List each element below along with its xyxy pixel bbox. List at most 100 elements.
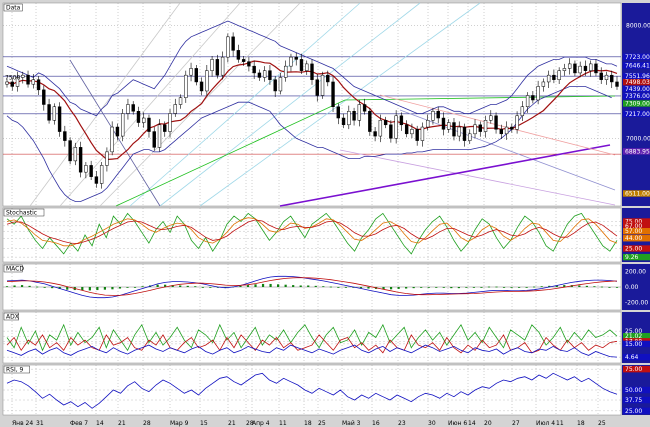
macd-histogram-bar [81, 287, 84, 291]
candle-body [142, 117, 146, 123]
axis-label: 67.00 [625, 223, 642, 230]
candle-body [63, 131, 67, 141]
macd-histogram-bar [58, 287, 61, 289]
macd-histogram-bar [367, 287, 370, 289]
macd-histogram-bar [201, 287, 204, 288]
macd-histogram-bar [66, 287, 69, 290]
candle-body [57, 106, 62, 132]
macd-histogram-bar [412, 287, 415, 289]
date-label: 20 [484, 420, 492, 427]
candle-body [226, 36, 230, 58]
macd-histogram-bar [141, 286, 144, 288]
trend-line [399, 109, 616, 191]
candle-body [515, 115, 519, 130]
trend-line [344, 95, 616, 101]
candle-body [247, 61, 251, 67]
trend-line [339, 149, 616, 206]
macd-histogram-bar [277, 284, 280, 287]
macd-histogram-bar [472, 287, 476, 288]
date-label: 14 [96, 420, 104, 427]
axis-label: 6883.95 [625, 148, 650, 155]
candle-body [262, 70, 267, 78]
candle-body [399, 115, 404, 126]
candle-body [36, 79, 41, 91]
axis-label-box [623, 283, 650, 291]
trend-line [115, 99, 346, 207]
axis-label: -200.00 [625, 299, 648, 306]
candle-body [73, 147, 78, 162]
candle-body [115, 126, 120, 137]
macd-histogram-bar [292, 285, 295, 287]
axis-label-box [623, 148, 650, 155]
candle-body [578, 65, 582, 74]
y-tick-box [623, 22, 650, 29]
candle-body [462, 126, 467, 141]
date-label: 25 [598, 420, 606, 427]
macd-histogram-bar [5, 286, 9, 288]
panel-title: ADX [6, 314, 19, 321]
macd-histogram-bar [533, 286, 536, 288]
axis-label-box [623, 268, 650, 275]
axis-label: 21.02 [625, 333, 642, 340]
date-label: 16 [372, 420, 380, 427]
candle-body [136, 111, 141, 123]
date-label: Май 3 [342, 420, 361, 427]
candle-body [583, 65, 588, 71]
series-line-adx [6, 323, 618, 352]
series-line-stoch [6, 212, 618, 255]
axis-label-box [623, 299, 650, 306]
bollinger-lower-line [6, 86, 612, 202]
candle-body [126, 104, 130, 114]
candle-body [368, 111, 372, 132]
candle-body [552, 74, 556, 80]
macd-histogram-bar [156, 284, 159, 287]
date-label: 21 [228, 420, 236, 427]
candle-body [257, 72, 262, 78]
macd-histogram-bar [111, 287, 114, 290]
macd-histogram-bar [51, 287, 54, 289]
candle-body [615, 81, 619, 87]
trend-line [199, 2, 481, 207]
macd-histogram-bar [194, 286, 197, 288]
date-label: Фев 7 [70, 420, 88, 427]
candle-body [84, 165, 88, 173]
candle-body [163, 124, 167, 132]
candle-body [436, 111, 440, 119]
candle-body [489, 115, 493, 121]
macd-histogram-bar [103, 287, 107, 290]
date-label: Июн 6 [448, 420, 467, 427]
axis-label-box [623, 222, 650, 230]
candle-body [120, 113, 125, 137]
macd-histogram-bar [382, 287, 385, 290]
candle-body [562, 68, 567, 71]
date-axis [0, 416, 650, 427]
date-label: 18 [304, 420, 312, 427]
candle-body [210, 59, 214, 71]
candle-body [410, 129, 414, 135]
candle-body [199, 81, 204, 92]
candle-body [220, 56, 225, 76]
candle-body [610, 74, 614, 83]
candle-body [447, 122, 451, 130]
axis-label: 75.00 [625, 366, 642, 373]
date-label: 14 [468, 420, 476, 427]
axis-label-box [623, 235, 650, 242]
candle-body [347, 111, 351, 126]
candle-body [168, 113, 172, 132]
macd-histogram-bar [608, 287, 611, 288]
date-label: 18 [577, 420, 585, 427]
candle-body [599, 72, 603, 80]
axis-label-box [623, 365, 650, 373]
axis-label-box [623, 253, 650, 261]
axis-label: 9.26 [625, 254, 639, 261]
macd-histogram-bar [548, 285, 551, 287]
axis-label: 50.00 [625, 387, 642, 394]
candle-body [357, 104, 362, 121]
macd-histogram-bar [487, 286, 491, 288]
candle-body [194, 68, 199, 83]
macd-histogram-bar [495, 286, 498, 288]
macd-histogram-bar [118, 287, 122, 289]
macd-histogram-bar [216, 287, 219, 288]
plot-area-stoch [2, 207, 622, 263]
macd-histogram-bar [239, 285, 242, 287]
